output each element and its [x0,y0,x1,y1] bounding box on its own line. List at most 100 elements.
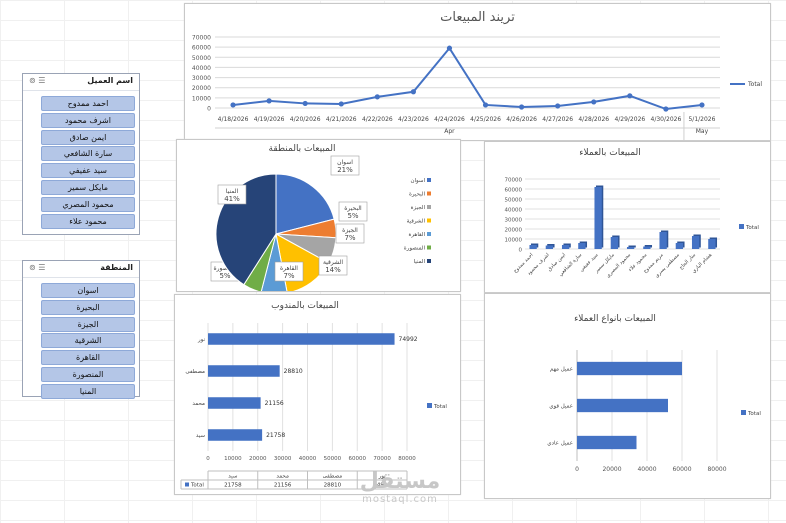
x-tick-label: 4/24/2026 [434,116,465,123]
rep-bar-plot: 0 10000 20000 30000 40000 50000 60000 70000 8000… [180,323,447,490]
table-value-cell: 21156 [274,483,292,489]
y-tick-label: محمد [192,401,205,407]
legend-label: Total [747,411,761,417]
x-tick-label: 40000 [299,456,317,462]
slicer-item[interactable]: محمود علاء [41,213,135,229]
column-bar [691,236,700,249]
x-tick-label: 4/20/2026 [290,116,321,123]
y-tick-label: 30000 [505,218,523,224]
customer-type-bar [577,361,682,376]
sales-trend-chart[interactable]: تريند المبيعات 0 10000 20000 30000 40000 5000… [184,3,771,141]
data-label-value: 41% [224,195,240,203]
slicer-item[interactable]: احمد ممدوح [41,96,135,111]
x-tick-label: 4/22/2026 [362,116,393,123]
rep-bar [208,365,280,377]
column-bar [643,246,651,249]
slicer-header: اسم العميل ⊚ ☰ [23,74,139,91]
x-tick-label: 30000 [274,456,292,462]
trend-data-point [266,98,272,104]
bar-value-label: 74992 [399,336,418,343]
month-label: May [696,128,709,135]
x-tick-label: 60000 [349,456,367,462]
x-tick-label: 70000 [373,456,391,462]
legend-label: الجيزة [411,205,426,211]
y-tick-label: عميل مهم [550,367,573,373]
legend-label: اسوان [410,178,425,184]
slicer-title: المنطقة [100,263,133,272]
legend-swatch [427,232,431,236]
slicer-item[interactable]: اشرف محمود [41,112,135,128]
rep-chart-title: المبيعات بالمندوب [271,301,339,311]
table-header-cell: نور [378,474,386,480]
clear-filter-icon[interactable]: ⊚ [29,263,36,272]
multi-select-icon[interactable]: ☰ [38,263,46,272]
x-tick-label: 0 [206,456,210,462]
slicer-item[interactable]: ايمن صادق [41,129,135,145]
legend-swatch [427,245,431,250]
trend-data-point [627,93,633,99]
data-label-name: القاهرة [280,265,298,272]
y-tick-label: 20000 [505,228,523,234]
x-tick-label: 4/28/2026 [578,116,609,123]
y-tick-label: 60000 [505,188,523,194]
slicer-controls: ⊚ ☰ [29,263,45,272]
region-pie-chart[interactable]: المبيعات بالمنطقة اسوان 21% البحيرة 5% الجيز… [176,139,461,292]
y-tick-label: 0 [519,248,523,254]
data-label-box [335,223,365,244]
column-bar [675,243,684,249]
pie-slice [275,173,335,235]
slicer-item[interactable]: اسوان [41,283,135,298]
trend-data-point [591,99,597,105]
slicer-item[interactable]: المنصورة [41,367,135,382]
x-tick-label: 4/23/2026 [398,116,429,123]
slicer-item[interactable]: محمود المصري [41,196,135,212]
slicer-item[interactable]: الجيزة [41,316,135,332]
watermark-arabic: مستقل [359,469,441,494]
x-tick-label: 4/25/2026 [470,116,501,123]
x-tick-label: 20000 [249,456,267,462]
data-label-name: الجيزة [342,227,358,234]
rep-bar-chart[interactable]: المبيعات بالمندوب 0 10000 20000 30000 40000 5… [174,294,461,495]
legend-swatch [185,482,189,487]
trend-data-point [302,100,308,107]
clear-filter-icon[interactable]: ⊚ [29,76,36,85]
slicer-item[interactable]: المنيا [41,383,135,399]
trend-data-point [338,101,344,107]
trend-data-point [519,104,525,110]
slicer-item[interactable]: سارة الشافعي [41,146,135,162]
column-bar [578,243,586,249]
y-tick-label: 10000 [505,238,523,244]
column-bar-side [628,245,636,248]
legend-swatch [739,224,744,229]
x-tick-label: 4/30/2026 [651,116,682,123]
customers-chart-title: المبيعات بالعملاء [579,148,641,158]
region-chart-title: المبيعات بالمنطقة [268,144,336,154]
y-tick-label: مصطفى [185,369,205,375]
x-tick-label: 4/21/2026 [326,116,357,123]
customers-column-chart[interactable]: المبيعات بالعملاء 0 10000 20000 30000 40000 5… [484,141,771,293]
data-label-value: 5% [347,212,358,220]
x-tick-label: 80000 [707,466,726,473]
slicer-item[interactable]: سيد عفيفي [41,163,135,179]
multi-select-icon[interactable]: ☰ [38,76,46,85]
y-tick-label: 0 [207,106,211,113]
y-tick-label: نور [197,337,205,343]
rep-bar [208,429,263,441]
customer-type-bar-chart[interactable]: المبيعات بانواع العملاء 0 20000 40000 60000… [484,293,771,499]
bar-value-label: 28810 [284,368,303,375]
column-bar [529,245,537,249]
slicer-item[interactable]: البحيرة [41,299,135,315]
slicer-item[interactable]: الشرقية [41,333,135,349]
data-label-box [338,201,368,222]
y-tick-label: عميل عادي [547,441,573,447]
legend-swatch [427,259,431,263]
slicer-item[interactable]: القاهرة [41,350,135,366]
slicer-item[interactable]: مايكل سمير [41,180,135,195]
legend-swatch [427,178,431,182]
x-tick-label: 50000 [324,456,342,462]
data-label-box [318,255,348,276]
data-label-name: المنيا [226,188,239,195]
table-header-cell: محمد [276,474,289,480]
trend-data-point [446,45,453,51]
legend-label: المنيا [414,259,426,265]
